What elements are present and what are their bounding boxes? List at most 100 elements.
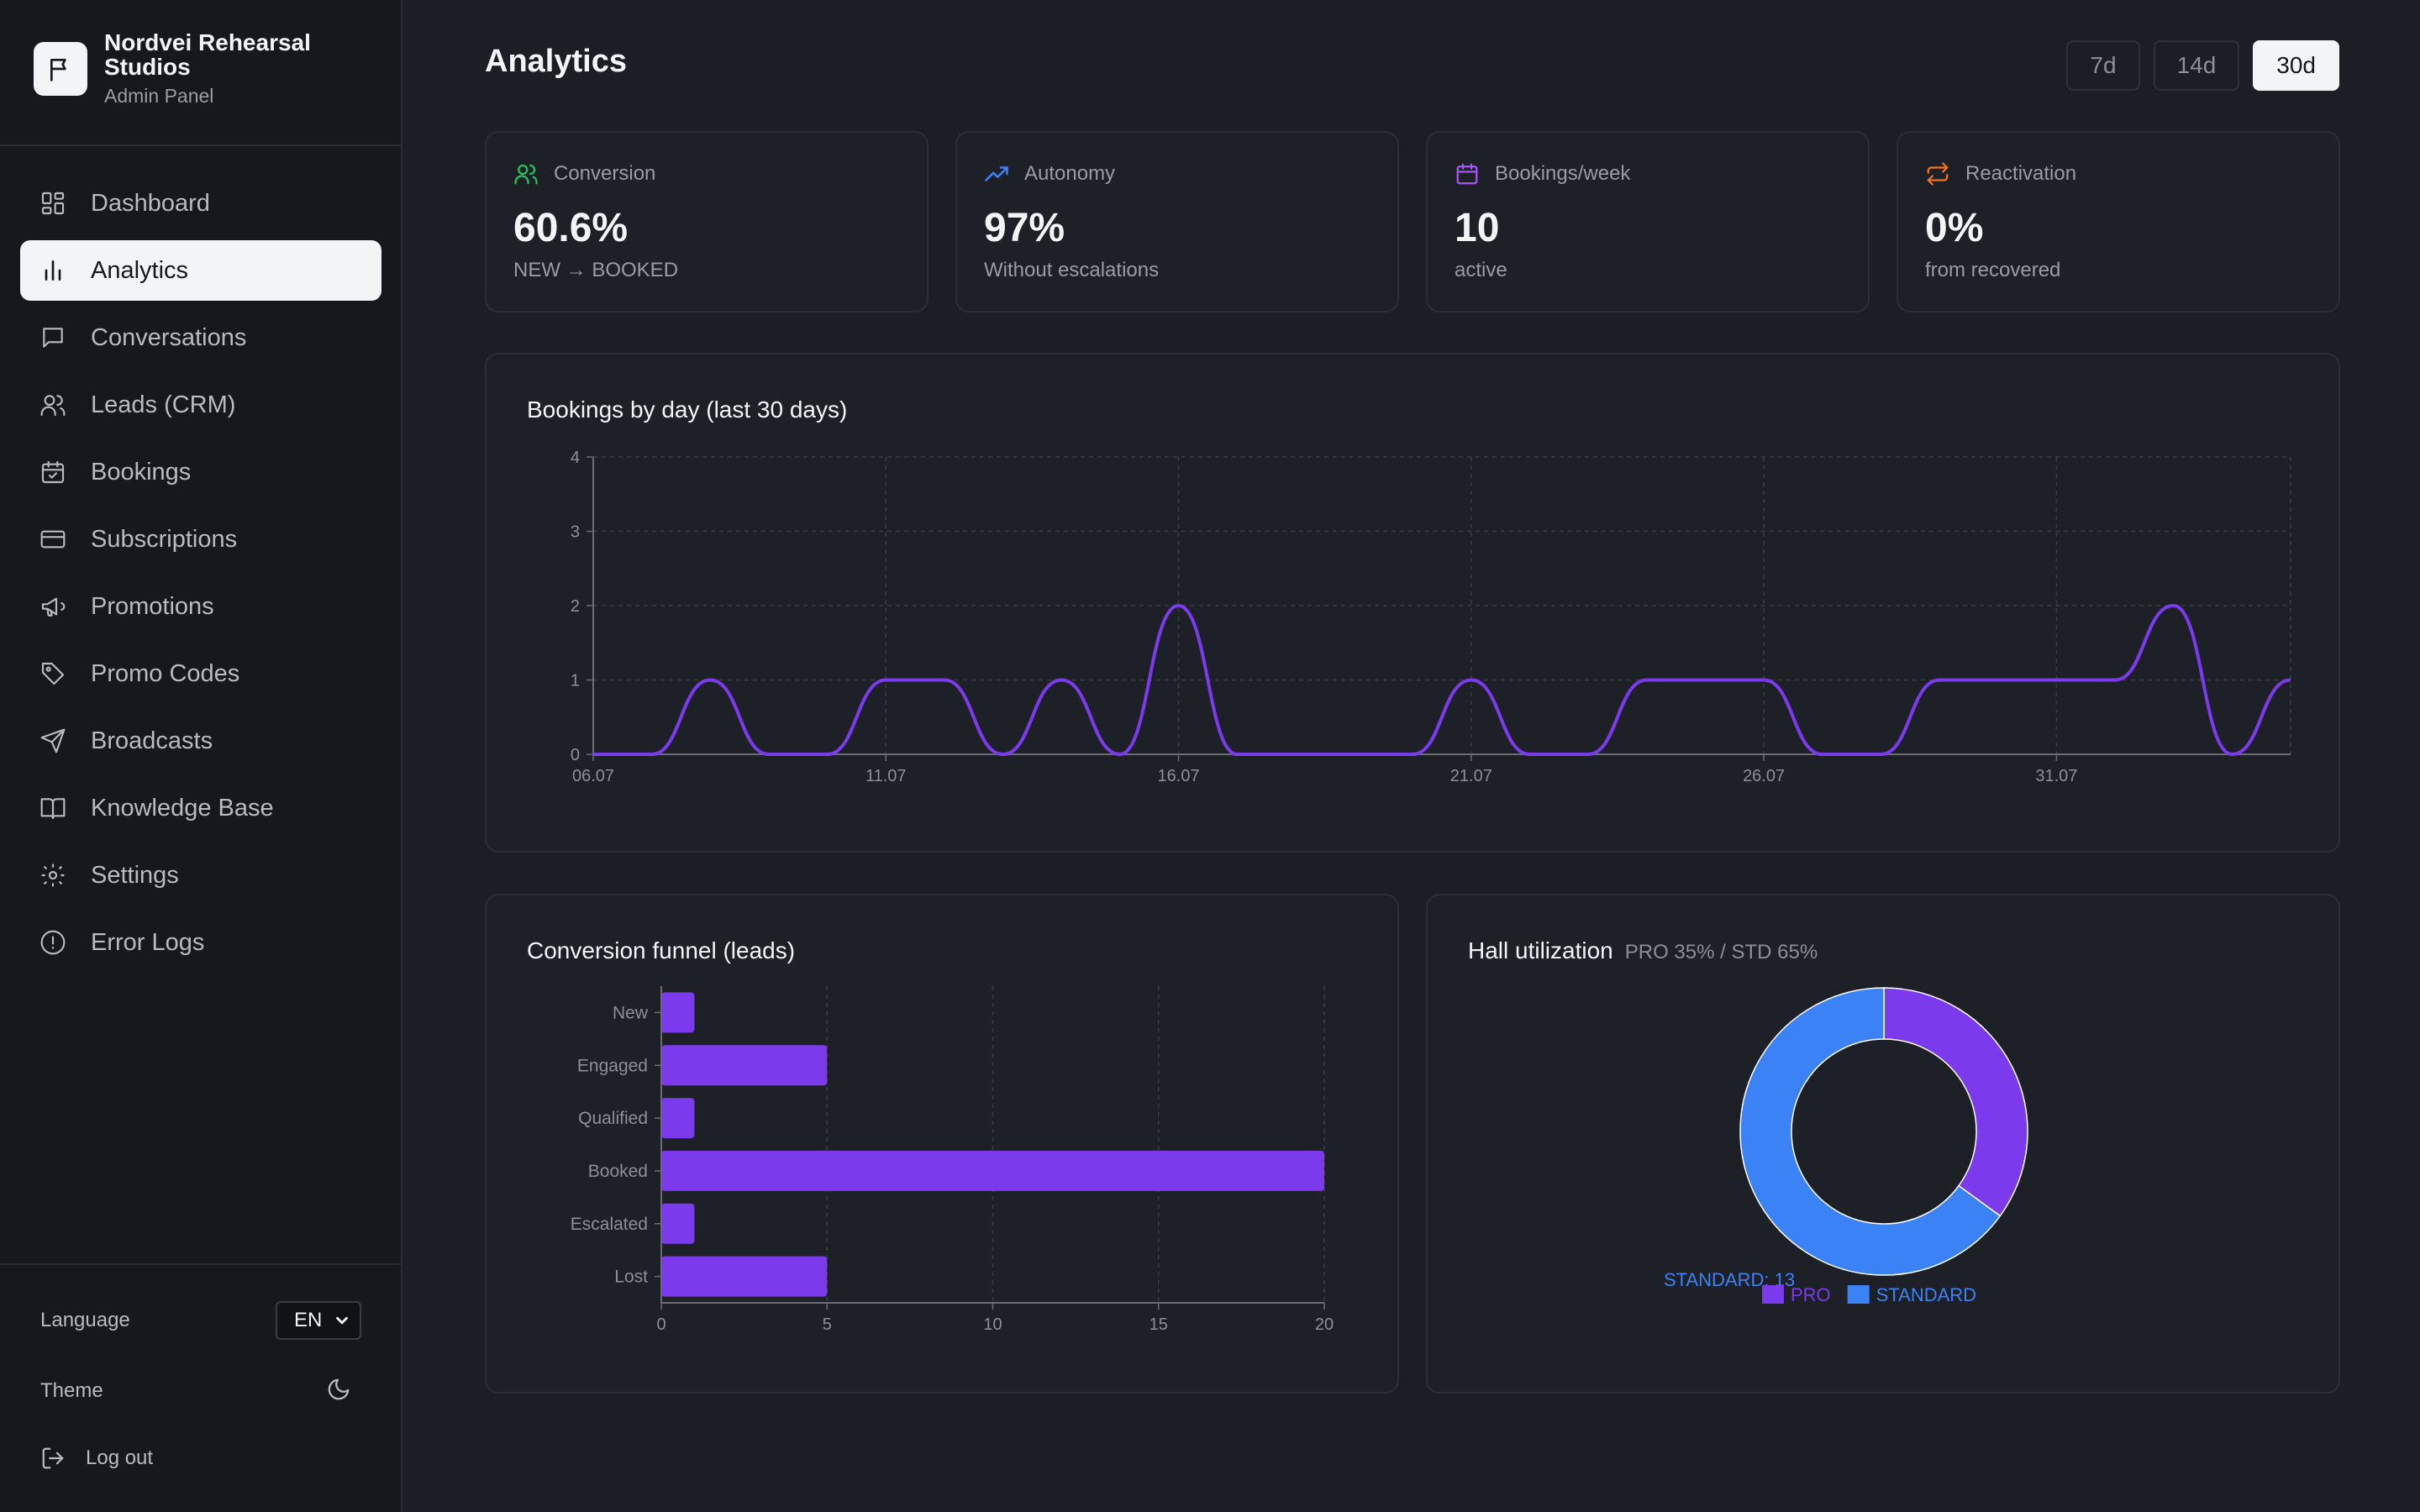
sidebar-item-error-logs[interactable]: Error Logs xyxy=(20,912,381,973)
range-14d-button[interactable]: 14d xyxy=(2153,40,2240,91)
y-tick-label: Lost xyxy=(614,1268,648,1287)
trending-up-icon xyxy=(985,166,1008,181)
y-tick-label: Booked xyxy=(588,1162,648,1181)
y-tick-label: 4 xyxy=(571,449,580,467)
sidebar-item-leads[interactable]: Leads (CRM) xyxy=(20,375,381,435)
repeat-icon xyxy=(1927,162,1949,186)
x-tick-label: 5 xyxy=(823,1315,832,1334)
range-7d-button[interactable]: 7d xyxy=(2066,40,2140,91)
x-tick-label: 26.07 xyxy=(1743,767,1785,785)
moon-icon[interactable] xyxy=(326,1377,351,1406)
kpi-label: Reactivation xyxy=(1965,162,2077,185)
bookings-chart-card: Bookings by day (last 30 days) 0 1 2 3 4 06.0… xyxy=(485,353,2340,853)
alert-circle-icon xyxy=(39,928,67,957)
funnel-bar xyxy=(661,1045,828,1086)
sidebar-item-label: Leads (CRM) xyxy=(91,391,236,418)
language-select[interactable]: EN xyxy=(276,1301,361,1340)
sidebar-item-bookings[interactable]: Bookings xyxy=(20,442,381,502)
sidebar-item-dashboard[interactable]: Dashboard xyxy=(20,173,381,234)
x-tick-label: 20 xyxy=(1315,1315,1334,1334)
x-tick-label: 10 xyxy=(983,1315,1002,1334)
legend-swatch-standard xyxy=(1847,1285,1870,1304)
calendar-icon xyxy=(1456,163,1478,185)
sidebar-item-label: Bookings xyxy=(91,458,192,486)
chat-icon xyxy=(39,323,67,352)
bookings-line-chart: 0 1 2 3 4 06.07 11.07 16.07 21.07 26.07 31.07 xyxy=(571,449,2291,785)
y-tick-label: 1 xyxy=(571,672,580,690)
funnel-bar xyxy=(661,1203,695,1244)
sidebar-item-label: Conversations xyxy=(91,323,247,351)
kpi-value: 97% xyxy=(984,206,1065,250)
funnel-bar xyxy=(661,1256,828,1297)
brand-name: Nordvei Rehearsal Studios xyxy=(104,29,311,80)
page-title: Analytics xyxy=(485,44,627,79)
sidebar-item-label: Dashboard xyxy=(91,189,210,217)
kpi-label: Conversion xyxy=(554,162,656,185)
x-tick-label: 0 xyxy=(656,1315,666,1334)
theme-row: Theme xyxy=(40,1371,361,1411)
book-icon xyxy=(39,794,67,822)
language-value: EN xyxy=(294,1309,323,1331)
language-label: Language xyxy=(40,1309,130,1331)
calendar-check-icon xyxy=(39,458,67,486)
y-tick-label: Engaged xyxy=(577,1056,648,1075)
brand[interactable]: Nordvei Rehearsal Studios Admin Panel xyxy=(34,30,356,108)
legend-swatch-pro xyxy=(1762,1285,1784,1304)
theme-label: Theme xyxy=(40,1379,103,1402)
sidebar-item-promo-codes[interactable]: Promo Codes xyxy=(20,643,381,704)
sidebar-divider xyxy=(0,144,401,146)
funnel-chart-title: Conversion funnel (leads) xyxy=(527,937,796,963)
credit-card-icon xyxy=(39,525,67,554)
x-tick-label: 31.07 xyxy=(2035,767,2077,785)
kpi-subtext: active xyxy=(1455,259,1507,281)
kpi-value: 0% xyxy=(1925,206,1984,250)
funnel-bar xyxy=(661,1150,1324,1191)
hall-chart-subtitle: PRO 35% / STD 65% xyxy=(1624,941,1818,963)
sidebar-item-conversations[interactable]: Conversations xyxy=(20,307,381,368)
legend-label-pro: PRO xyxy=(1791,1284,1831,1305)
gear-icon xyxy=(39,861,67,890)
sidebar-item-broadcasts[interactable]: Broadcasts xyxy=(20,711,381,771)
megaphone-icon xyxy=(39,592,67,621)
y-tick-label: Escalated xyxy=(571,1215,648,1234)
sidebar-item-label: Broadcasts xyxy=(91,727,213,754)
kpi-card-reactivation: Reactivation 0% from recovered xyxy=(1897,131,2340,312)
sidebar-item-label: Knowledge Base xyxy=(91,794,274,822)
funnel-bar xyxy=(661,1098,695,1139)
chevron-down-icon xyxy=(336,1316,348,1325)
sidebar: Nordvei Rehearsal Studios Admin Panel Da… xyxy=(0,0,402,1512)
sidebar-item-settings[interactable]: Settings xyxy=(20,845,381,906)
sidebar-item-analytics[interactable]: Analytics xyxy=(20,240,381,301)
range-30d-button[interactable]: 30d xyxy=(2253,40,2339,91)
sidebar-item-subscriptions[interactable]: Subscriptions xyxy=(20,509,381,570)
logout-button[interactable]: Log out xyxy=(40,1441,153,1475)
brand-subtitle: Admin Panel xyxy=(104,85,214,107)
kpi-label: Autonomy xyxy=(1024,162,1116,185)
x-tick-label: 11.07 xyxy=(865,767,907,785)
kpi-value: 60.6% xyxy=(513,206,629,250)
logout-icon xyxy=(40,1446,66,1471)
kpi-value: 10 xyxy=(1455,206,1500,250)
hall-chart-header: Hall utilization PRO 35% / STD 65% xyxy=(1468,937,1818,964)
date-range-selector: 7d 14d 30d xyxy=(2066,40,2339,91)
sidebar-item-promotions[interactable]: Promotions xyxy=(20,576,381,637)
users-icon xyxy=(39,391,67,419)
kpi-label: Bookings/week xyxy=(1495,162,1631,185)
sidebar-item-label: Promotions xyxy=(91,592,214,620)
sidebar-item-label: Error Logs xyxy=(91,928,205,956)
funnel-bar-chart: 0 5 10 15 20 New Engaged Qualified Booked Escalat… xyxy=(571,986,1334,1334)
flag-icon xyxy=(34,42,87,96)
bookings-series-line xyxy=(592,603,2291,757)
sidebar-bottom-divider xyxy=(0,1263,401,1265)
y-tick-label: Qualified xyxy=(578,1109,648,1128)
sidebar-item-label: Settings xyxy=(91,861,179,889)
funnel-bar xyxy=(661,992,695,1033)
logout-label: Log out xyxy=(86,1446,154,1469)
sidebar-item-knowledge-base[interactable]: Knowledge Base xyxy=(20,778,381,838)
y-tick-label: New xyxy=(613,1003,649,1022)
y-tick-label: 3 xyxy=(571,523,580,542)
hall-chart-title: Hall utilization xyxy=(1468,937,1613,963)
sidebar-nav: Dashboard Analytics Conversations Leads … xyxy=(20,173,381,979)
sidebar-item-label: Promo Codes xyxy=(91,659,240,687)
